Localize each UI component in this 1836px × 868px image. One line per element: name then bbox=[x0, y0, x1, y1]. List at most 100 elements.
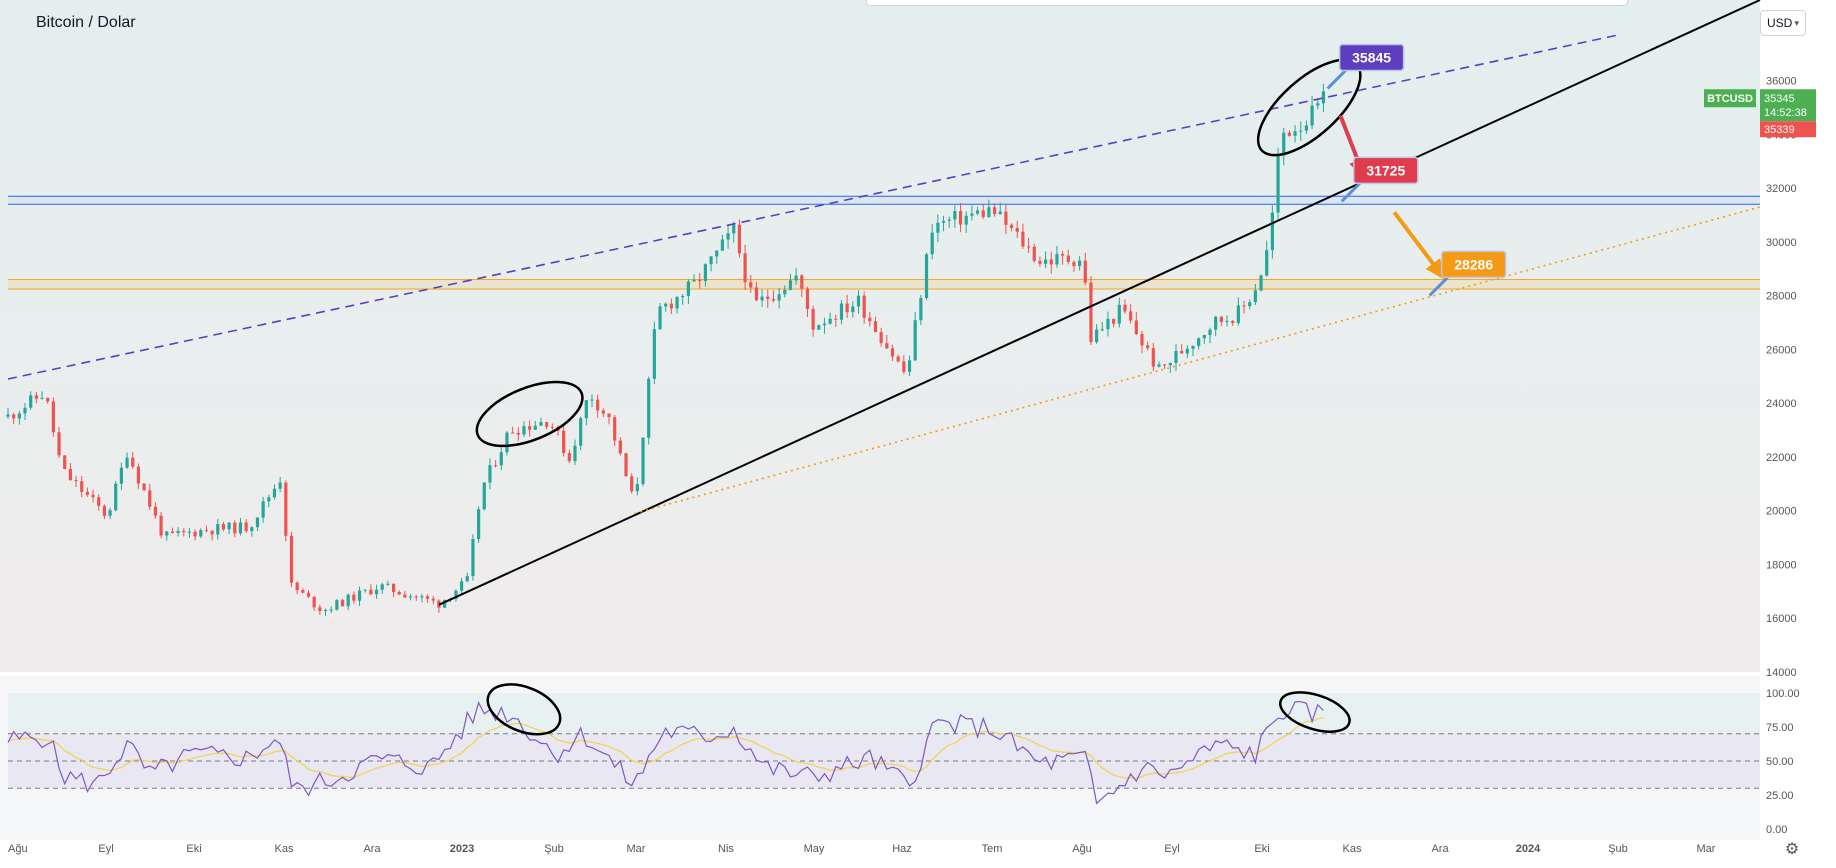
candle-body bbox=[216, 524, 220, 535]
candle bbox=[618, 437, 622, 456]
candle bbox=[528, 420, 532, 437]
candle-body bbox=[346, 594, 350, 607]
y-tick-label: 18000 bbox=[1766, 559, 1797, 571]
candle-body bbox=[68, 468, 72, 481]
annotation-tag-1[interactable]: 31725 bbox=[1340, 156, 1419, 203]
rsi-highlight-ellipse[interactable] bbox=[480, 675, 567, 744]
candle-body bbox=[278, 482, 282, 489]
candle-body bbox=[312, 596, 316, 608]
candle bbox=[119, 462, 123, 491]
black-support-trendline[interactable] bbox=[438, 0, 1761, 606]
candle-body bbox=[669, 303, 673, 309]
candle-body bbox=[590, 399, 594, 401]
candle-body bbox=[408, 596, 413, 598]
candle-body bbox=[1004, 211, 1008, 225]
annotation-label: 31725 bbox=[1366, 162, 1405, 178]
candle bbox=[630, 473, 634, 494]
candle-body bbox=[386, 583, 390, 585]
candle bbox=[267, 494, 271, 508]
candle bbox=[459, 577, 464, 595]
top-toolbar-edge bbox=[866, 0, 1628, 6]
candle bbox=[771, 290, 776, 303]
candle bbox=[1299, 121, 1303, 141]
rsi-y-tick-label: 100.00 bbox=[1766, 688, 1800, 700]
rsi-highlight-ellipse[interactable] bbox=[1275, 685, 1354, 740]
candle bbox=[834, 314, 838, 327]
candle-body bbox=[822, 323, 827, 326]
annotation-tag-0[interactable]: 35845 bbox=[1326, 43, 1405, 90]
candle-body bbox=[159, 515, 163, 536]
candle bbox=[221, 521, 226, 532]
candle bbox=[562, 425, 566, 457]
candle bbox=[499, 447, 503, 471]
y-tick-label: 22000 bbox=[1766, 452, 1797, 464]
candle-body bbox=[1112, 318, 1116, 324]
candle bbox=[380, 582, 384, 594]
candle-body bbox=[788, 280, 793, 290]
candle bbox=[601, 408, 605, 418]
orange-dotted-support-line[interactable] bbox=[634, 206, 1761, 515]
gear-icon[interactable]: ⚙ bbox=[1784, 841, 1800, 858]
candle bbox=[494, 460, 498, 468]
blue-zone bbox=[8, 196, 1760, 205]
candle-body bbox=[1208, 329, 1212, 335]
purple-dashed-resistance-line[interactable] bbox=[7, 34, 1619, 380]
candle bbox=[981, 204, 985, 220]
x-tick-label: 2024 bbox=[1516, 843, 1541, 855]
candle-body bbox=[1270, 212, 1274, 251]
candle-body bbox=[573, 445, 577, 462]
highlight-ellipse[interactable] bbox=[468, 369, 591, 459]
candle-body bbox=[193, 531, 197, 537]
arrow-1[interactable] bbox=[1392, 211, 1446, 280]
candle bbox=[800, 274, 804, 298]
candle bbox=[1106, 311, 1110, 337]
candle bbox=[233, 520, 237, 538]
x-tick-label: Şub bbox=[1608, 843, 1628, 855]
x-tick-label: Haz bbox=[892, 843, 912, 855]
candle bbox=[1072, 260, 1076, 272]
candle bbox=[975, 206, 980, 215]
candle bbox=[516, 427, 520, 441]
candle bbox=[743, 244, 747, 291]
y-tick-label: 16000 bbox=[1766, 613, 1797, 625]
candle bbox=[261, 496, 265, 523]
candle-body bbox=[992, 207, 997, 215]
candle bbox=[352, 591, 356, 604]
candle-body bbox=[930, 232, 934, 255]
candle-body bbox=[102, 505, 106, 516]
candle-body bbox=[692, 279, 696, 282]
candle bbox=[420, 593, 424, 603]
currency-selector[interactable]: USD ▾ bbox=[1760, 10, 1806, 36]
candle bbox=[777, 287, 781, 309]
candle-body bbox=[1026, 246, 1031, 248]
candle bbox=[1253, 283, 1257, 306]
candle-body bbox=[403, 594, 407, 598]
candle-body bbox=[720, 239, 725, 251]
candle-body bbox=[131, 457, 135, 467]
candle-body bbox=[647, 378, 651, 438]
candle bbox=[720, 234, 725, 251]
candle bbox=[845, 294, 849, 318]
candle-body bbox=[499, 452, 503, 466]
candle bbox=[907, 355, 912, 376]
candle bbox=[335, 599, 339, 611]
candle-body bbox=[947, 219, 951, 221]
candle bbox=[255, 517, 260, 532]
candle bbox=[1236, 297, 1240, 326]
candle bbox=[902, 354, 906, 375]
annotation-tag-2[interactable]: 28286 bbox=[1428, 250, 1507, 297]
candle bbox=[1021, 223, 1025, 249]
candle bbox=[862, 291, 866, 324]
candle bbox=[550, 423, 554, 431]
candle bbox=[1185, 345, 1189, 359]
candle-body bbox=[142, 483, 146, 491]
candle-body bbox=[323, 609, 328, 611]
candle-body bbox=[975, 210, 980, 214]
candle-body bbox=[890, 348, 895, 357]
candle bbox=[136, 463, 141, 490]
candle bbox=[1163, 364, 1167, 369]
candle bbox=[890, 344, 895, 361]
candle bbox=[85, 487, 89, 497]
candle bbox=[822, 317, 827, 334]
